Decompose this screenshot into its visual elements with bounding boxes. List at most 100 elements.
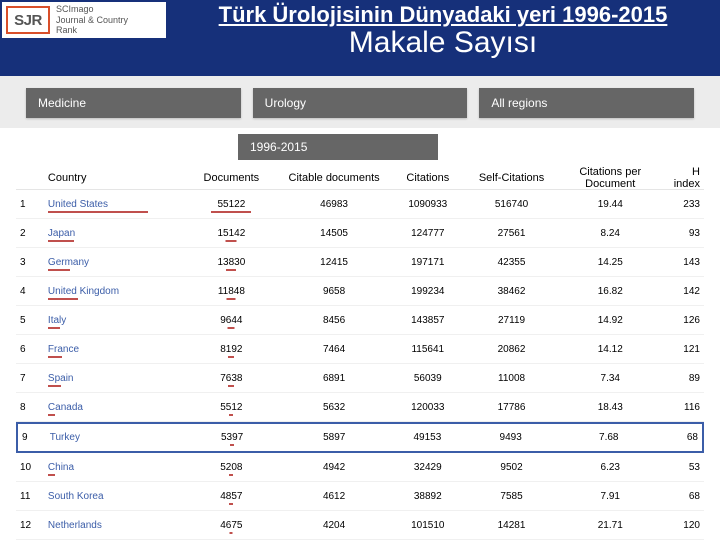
- cell-citable: 14505: [279, 228, 389, 239]
- col-documents[interactable]: Documents: [184, 172, 280, 184]
- filter-years[interactable]: 1996-2015: [238, 134, 438, 160]
- rankings-table: Country Documents Citable documents Cita…: [0, 160, 720, 540]
- sjr-subtitle: SCImagoJournal & CountryRank: [56, 4, 128, 35]
- cell-citations: 101510: [389, 520, 467, 531]
- cell-country[interactable]: Japan: [48, 228, 184, 239]
- cell-country[interactable]: Netherlands: [48, 520, 184, 531]
- header-titles: Türk Ürolojisinin Dünyadaki yeri 1996-20…: [166, 0, 720, 76]
- cell-self: 516740: [467, 199, 557, 210]
- cell-docs: 4675: [184, 520, 280, 531]
- cell-rank: 8: [16, 402, 48, 413]
- cell-citations: 56039: [389, 373, 467, 384]
- cell-citable: 8456: [279, 315, 389, 326]
- filter-bar: Medicine Urology All regions: [0, 76, 720, 128]
- cell-self: 42355: [467, 257, 557, 268]
- table-row[interactable]: 7Spain7638689156039110087.3489: [16, 364, 704, 393]
- col-cpd[interactable]: Citations per Document: [556, 166, 664, 190]
- cell-self: 9493: [466, 432, 555, 443]
- table-row[interactable]: 9Turkey539758974915394937.6868: [16, 422, 704, 453]
- col-country[interactable]: Country: [48, 172, 184, 184]
- col-citations[interactable]: Citations: [389, 172, 467, 184]
- cell-rank: 4: [16, 286, 48, 297]
- cell-country[interactable]: Spain: [48, 373, 184, 384]
- cell-country[interactable]: China: [48, 462, 184, 473]
- cell-self: 38462: [467, 286, 557, 297]
- cell-country[interactable]: United Kingdom: [48, 286, 184, 297]
- table-row[interactable]: 2Japan1514214505124777275618.2493: [16, 219, 704, 248]
- col-citable[interactable]: Citable documents: [279, 172, 389, 184]
- cell-cpd: 8.24: [556, 228, 664, 239]
- cell-rank: 2: [16, 228, 48, 239]
- cell-rank: 11: [16, 491, 48, 502]
- cell-citations: 1090933: [389, 199, 467, 210]
- col-self[interactable]: Self-Citations: [467, 172, 557, 184]
- filter-subject[interactable]: Medicine: [26, 88, 241, 118]
- cell-self: 11008: [467, 373, 557, 384]
- cell-country[interactable]: Germany: [48, 257, 184, 268]
- cell-citations: 197171: [389, 257, 467, 268]
- cell-h: 68: [662, 432, 702, 443]
- cell-cpd: 7.91: [556, 491, 664, 502]
- page-title-line1: Türk Ürolojisinin Dünyadaki yeri 1996-20…: [166, 2, 720, 28]
- cell-citations: 38892: [389, 491, 467, 502]
- cell-country[interactable]: France: [48, 344, 184, 355]
- filter-subarea[interactable]: Urology: [253, 88, 468, 118]
- cell-country[interactable]: United States: [48, 199, 184, 210]
- cell-citations: 124777: [389, 228, 467, 239]
- table-row[interactable]: 11South Korea485746123889275857.9168: [16, 482, 704, 511]
- cell-docs: 5208: [184, 462, 280, 473]
- table-row[interactable]: 10China520849423242995026.2353: [16, 453, 704, 482]
- cell-h: 120: [664, 520, 704, 531]
- cell-citable: 4942: [279, 462, 389, 473]
- cell-cpd: 7.34: [556, 373, 664, 384]
- cell-rank: 5: [16, 315, 48, 326]
- cell-docs: 5512: [184, 402, 280, 413]
- cell-self: 14281: [467, 520, 557, 531]
- cell-h: 233: [664, 199, 704, 210]
- sjr-logo-box: SJR SCImagoJournal & CountryRank: [2, 2, 166, 38]
- cell-docs: 9644: [184, 315, 280, 326]
- filter-region[interactable]: All regions: [479, 88, 694, 118]
- cell-citations: 32429: [389, 462, 467, 473]
- table-row[interactable]: 3Germany13830124151971714235514.25143: [16, 248, 704, 277]
- table-row[interactable]: 4United Kingdom1184896581992343846216.82…: [16, 277, 704, 306]
- cell-self: 27119: [467, 315, 557, 326]
- cell-cpd: 7.68: [555, 432, 662, 443]
- cell-docs: 55122: [184, 199, 280, 210]
- table-row[interactable]: 8Canada551256321200331778618.43116: [16, 393, 704, 422]
- cell-cpd: 14.12: [556, 344, 664, 355]
- cell-citable: 12415: [279, 257, 389, 268]
- cell-country[interactable]: Turkey: [50, 432, 185, 443]
- cell-cpd: 21.71: [556, 520, 664, 531]
- cell-self: 17786: [467, 402, 557, 413]
- page-title-line2: Makale Sayısı: [166, 26, 720, 60]
- cell-citable: 46983: [279, 199, 389, 210]
- cell-rank: 6: [16, 344, 48, 355]
- cell-h: 121: [664, 344, 704, 355]
- cell-country[interactable]: South Korea: [48, 491, 184, 502]
- cell-citable: 4612: [279, 491, 389, 502]
- cell-h: 142: [664, 286, 704, 297]
- cell-rank: 7: [16, 373, 48, 384]
- cell-docs: 11848: [184, 286, 280, 297]
- table-row[interactable]: 12Netherlands467542041015101428121.71120: [16, 511, 704, 540]
- cell-h: 143: [664, 257, 704, 268]
- table-row[interactable]: 1United States5512246983109093351674019.…: [16, 190, 704, 219]
- cell-citable: 5632: [279, 402, 389, 413]
- cell-h: 89: [664, 373, 704, 384]
- table-row[interactable]: 6France819274641156412086214.12121: [16, 335, 704, 364]
- cell-citations: 199234: [389, 286, 467, 297]
- col-h[interactable]: H index: [664, 166, 704, 190]
- cell-h: 116: [664, 402, 704, 413]
- cell-country[interactable]: Italy: [48, 315, 184, 326]
- cell-citable: 4204: [279, 520, 389, 531]
- cell-citable: 5897: [280, 432, 389, 443]
- table-row[interactable]: 5Italy964484561438572711914.92126: [16, 306, 704, 335]
- cell-country[interactable]: Canada: [48, 402, 184, 413]
- cell-rank: 9: [18, 432, 50, 443]
- table-header: Country Documents Citable documents Cita…: [16, 166, 704, 190]
- cell-docs: 5397: [185, 432, 280, 443]
- cell-h: 68: [664, 491, 704, 502]
- cell-citations: 115641: [389, 344, 467, 355]
- cell-docs: 13830: [184, 257, 280, 268]
